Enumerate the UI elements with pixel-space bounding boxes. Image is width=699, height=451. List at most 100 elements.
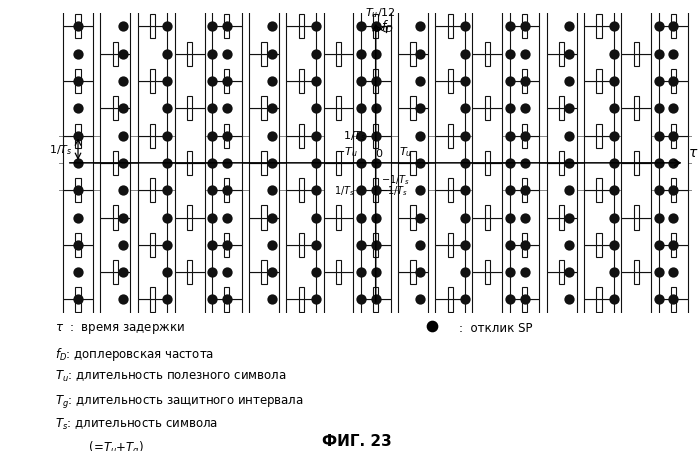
Bar xyxy=(187,206,192,218)
Bar xyxy=(298,27,304,39)
Point xyxy=(563,214,575,221)
Bar xyxy=(138,27,167,82)
Bar xyxy=(336,261,341,272)
Point xyxy=(415,133,426,140)
Point xyxy=(206,296,217,304)
Bar xyxy=(298,124,304,136)
Point xyxy=(370,160,382,167)
Bar xyxy=(410,97,415,109)
Point xyxy=(668,187,679,194)
Bar xyxy=(447,27,453,39)
Text: $1/T_s$: $1/T_s$ xyxy=(49,143,73,157)
Bar xyxy=(224,27,229,39)
Bar xyxy=(671,191,676,203)
Bar xyxy=(484,272,490,285)
Bar xyxy=(398,109,428,163)
Bar xyxy=(113,55,118,66)
Bar xyxy=(621,218,651,272)
Bar xyxy=(75,124,80,136)
Bar xyxy=(150,179,155,191)
Bar xyxy=(633,206,639,218)
Bar xyxy=(435,82,465,136)
Bar xyxy=(75,15,80,27)
Bar xyxy=(224,179,229,191)
Bar xyxy=(596,136,602,148)
Bar xyxy=(484,315,490,327)
Point xyxy=(415,106,426,113)
Bar xyxy=(187,272,192,285)
Bar xyxy=(435,27,465,82)
Point xyxy=(608,23,619,31)
Bar xyxy=(224,300,229,312)
Point xyxy=(504,51,515,58)
Text: (=$T_u$+$T_g$): (=$T_u$+$T_g$) xyxy=(55,439,144,451)
Bar xyxy=(175,218,205,272)
Point xyxy=(668,106,679,113)
Point xyxy=(73,106,84,113)
Bar xyxy=(150,70,155,82)
Bar xyxy=(447,288,453,300)
Bar xyxy=(596,342,602,354)
Point xyxy=(653,78,664,85)
Point xyxy=(504,23,515,31)
Point xyxy=(608,51,619,58)
Point xyxy=(73,296,84,304)
Point xyxy=(222,133,233,140)
Point xyxy=(266,160,277,167)
Bar xyxy=(75,288,80,300)
Point xyxy=(355,106,366,113)
Bar xyxy=(596,245,602,257)
Bar xyxy=(113,42,118,55)
Bar xyxy=(447,342,453,354)
Point xyxy=(459,160,470,167)
Point xyxy=(222,106,233,113)
Bar xyxy=(658,136,689,191)
Bar xyxy=(298,245,304,257)
Bar xyxy=(187,97,192,109)
Point xyxy=(415,23,426,31)
Point xyxy=(653,133,664,140)
Bar xyxy=(559,261,564,272)
Bar xyxy=(287,136,316,191)
Point xyxy=(608,269,619,276)
Point xyxy=(117,78,129,85)
Bar xyxy=(75,179,80,191)
Point xyxy=(73,23,84,31)
Bar xyxy=(150,82,155,94)
Point xyxy=(117,133,129,140)
Point xyxy=(73,269,84,276)
Point xyxy=(222,296,233,304)
Bar xyxy=(138,191,167,245)
Bar xyxy=(584,245,614,300)
Bar xyxy=(324,272,354,327)
Bar xyxy=(113,261,118,272)
Point xyxy=(73,214,84,221)
Point xyxy=(653,106,664,113)
Bar xyxy=(212,82,242,136)
Point xyxy=(161,133,173,140)
Bar xyxy=(224,15,229,27)
Bar xyxy=(336,97,341,109)
Point xyxy=(355,23,366,31)
Bar xyxy=(150,136,155,148)
Bar xyxy=(75,342,80,354)
Bar xyxy=(671,288,676,300)
Point xyxy=(668,269,679,276)
Bar xyxy=(435,300,465,354)
Bar xyxy=(150,342,155,354)
Bar xyxy=(175,109,205,163)
Bar xyxy=(510,27,540,82)
Bar xyxy=(298,70,304,82)
Bar xyxy=(658,191,689,245)
Point xyxy=(504,106,515,113)
Bar xyxy=(522,70,527,82)
Bar xyxy=(435,245,465,300)
Bar xyxy=(298,179,304,191)
Bar xyxy=(398,272,428,327)
Bar xyxy=(298,82,304,94)
Point xyxy=(73,133,84,140)
Bar xyxy=(559,163,564,175)
Bar xyxy=(398,0,428,55)
Point xyxy=(222,23,233,31)
Bar xyxy=(484,163,490,175)
